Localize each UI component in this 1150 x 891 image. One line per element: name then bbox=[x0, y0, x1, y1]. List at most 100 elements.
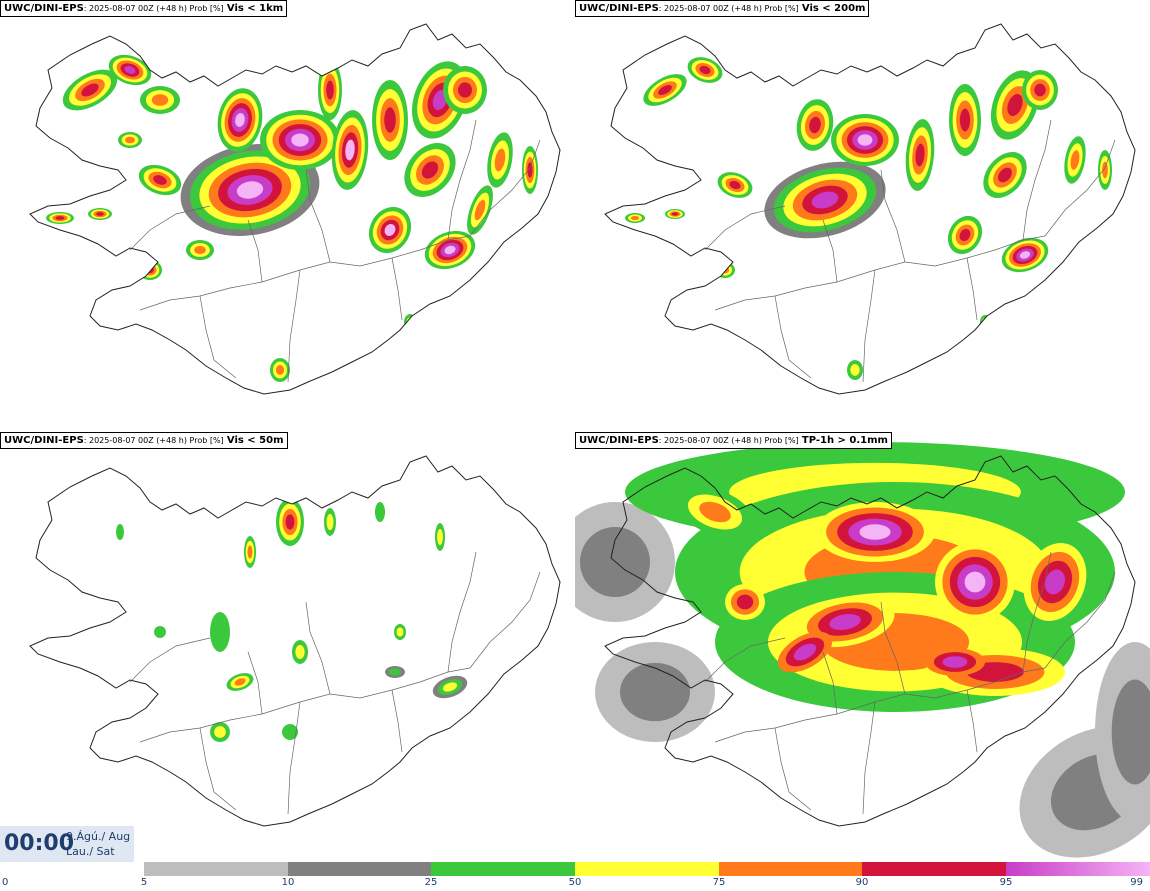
colorbar-tick-label: 50 bbox=[568, 877, 582, 888]
fog-probability-area bbox=[276, 498, 304, 546]
road-line bbox=[447, 551, 477, 673]
fog-probability-area bbox=[1001, 237, 1049, 273]
map-panel-tp-1h: UWC/DINI-EPS: 2025-08-07 00Z (+48 h) Pro… bbox=[575, 432, 1150, 862]
road-line bbox=[1044, 571, 1116, 669]
road-line bbox=[199, 295, 237, 379]
fog-probability-area bbox=[118, 132, 142, 148]
fog-probability-area bbox=[372, 80, 408, 160]
map-vis-200m bbox=[604, 23, 1136, 395]
fog-probability-area bbox=[949, 84, 981, 156]
road-line bbox=[774, 295, 812, 379]
fog-probability-area bbox=[385, 666, 405, 678]
fog-probability-area bbox=[443, 66, 487, 114]
colorbar-tick-label: 0 bbox=[2, 877, 9, 888]
fog-probability-area bbox=[186, 240, 214, 260]
fog-probability-area bbox=[226, 673, 254, 691]
road-line bbox=[862, 269, 876, 383]
map-panel-vis-50m: UWC/DINI-EPS: 2025-08-07 00Z (+48 h) Pro… bbox=[0, 432, 575, 862]
coastline bbox=[604, 455, 1136, 827]
fog-probability-area bbox=[831, 114, 899, 166]
colorbar-segment bbox=[144, 862, 288, 876]
fog-probability-area bbox=[270, 358, 290, 382]
precip-probability-area bbox=[935, 542, 1015, 622]
fog-probability-area bbox=[324, 508, 336, 536]
fog-probability-area bbox=[210, 722, 230, 742]
valid-time-clock: 00:00 bbox=[4, 831, 75, 856]
road-line bbox=[1044, 139, 1116, 237]
road-line bbox=[247, 219, 263, 283]
map-tp-1h bbox=[575, 442, 1150, 858]
fog-probability-area bbox=[424, 230, 476, 270]
precip-probability-area bbox=[725, 584, 765, 620]
road-line bbox=[966, 689, 978, 753]
fog-probability-area bbox=[715, 262, 735, 278]
road-line bbox=[1022, 551, 1052, 673]
colorbar-segment bbox=[719, 862, 862, 876]
probability-colorbar: 0 5 10 25 50 75 90 95 99 bbox=[0, 862, 1150, 891]
colorbar-segment bbox=[288, 862, 431, 876]
road-line bbox=[774, 727, 812, 811]
valid-date: 9.Ágú./ Aug bbox=[66, 830, 131, 843]
fog-probability-area bbox=[375, 502, 385, 522]
fog-probability-area bbox=[796, 99, 834, 151]
coastline bbox=[604, 23, 1136, 395]
fog-probability-area bbox=[88, 208, 112, 220]
colorbar-segment bbox=[431, 862, 575, 876]
fog-probability-area bbox=[404, 143, 456, 197]
fog-field bbox=[116, 498, 468, 742]
fog-probability-area bbox=[1022, 70, 1058, 110]
fog-probability-area bbox=[643, 74, 687, 106]
road-line bbox=[287, 701, 301, 815]
fog-probability-area bbox=[116, 524, 124, 540]
fog-field bbox=[625, 57, 1112, 380]
valid-weekday: Lau./ Sat bbox=[66, 845, 115, 858]
road-line bbox=[391, 257, 403, 321]
fog-field bbox=[46, 54, 538, 382]
road-line bbox=[391, 689, 403, 753]
road-line bbox=[139, 667, 471, 743]
fog-probability-area bbox=[625, 213, 645, 223]
fog-probability-area bbox=[244, 536, 256, 568]
fog-probability-area bbox=[260, 110, 340, 170]
road-line bbox=[247, 651, 263, 715]
colorbar-tick-label: 5 bbox=[140, 877, 148, 888]
fog-probability-area bbox=[62, 69, 118, 111]
colorbar-tick-label: 25 bbox=[424, 877, 438, 888]
fog-probability-area bbox=[1064, 136, 1086, 184]
fog-probability-area bbox=[318, 60, 342, 120]
fog-probability-area bbox=[522, 146, 538, 194]
road-line bbox=[714, 235, 1046, 311]
road-line bbox=[199, 727, 237, 811]
fog-probability-area bbox=[46, 212, 74, 224]
fog-probability-area bbox=[394, 624, 406, 640]
panel-title: UWC/DINI-EPS: 2025-08-07 00Z (+48 h) Pro… bbox=[575, 0, 870, 17]
precip-probability-area bbox=[676, 487, 754, 537]
colorbar-tick-label: 10 bbox=[281, 877, 295, 888]
colorbar-segment bbox=[1006, 862, 1150, 876]
road-line bbox=[862, 701, 876, 815]
precip-probability-area bbox=[575, 502, 675, 622]
precip-probability-area bbox=[777, 631, 833, 673]
fog-probability-area bbox=[487, 132, 513, 188]
precip-field bbox=[575, 442, 1150, 858]
coastline bbox=[29, 455, 561, 827]
fog-probability-area bbox=[947, 215, 983, 255]
road-line bbox=[880, 169, 906, 263]
panel-title: UWC/DINI-EPS: 2025-08-07 00Z (+48 h) Pro… bbox=[0, 432, 288, 449]
map-panel-vis-1km: UWC/DINI-EPS: 2025-08-07 00Z (+48 h) Pro… bbox=[0, 0, 575, 430]
road-line bbox=[129, 637, 211, 683]
fog-probability-area bbox=[138, 260, 162, 280]
fog-probability-area bbox=[210, 612, 230, 652]
fog-probability-area bbox=[154, 626, 166, 638]
precip-probability-area bbox=[1095, 642, 1150, 822]
fog-probability-area bbox=[717, 172, 753, 198]
road-line bbox=[469, 139, 541, 237]
fog-probability-area bbox=[687, 57, 723, 83]
fog-probability-area bbox=[467, 185, 493, 235]
colorbar-tick-label: 99 bbox=[1130, 877, 1143, 888]
road-line bbox=[305, 169, 331, 263]
panel-title: UWC/DINI-EPS: 2025-08-07 00Z (+48 h) Pro… bbox=[575, 432, 892, 449]
fog-probability-area bbox=[368, 206, 412, 254]
fog-probability-area bbox=[138, 164, 182, 196]
fog-probability-area bbox=[282, 724, 298, 740]
